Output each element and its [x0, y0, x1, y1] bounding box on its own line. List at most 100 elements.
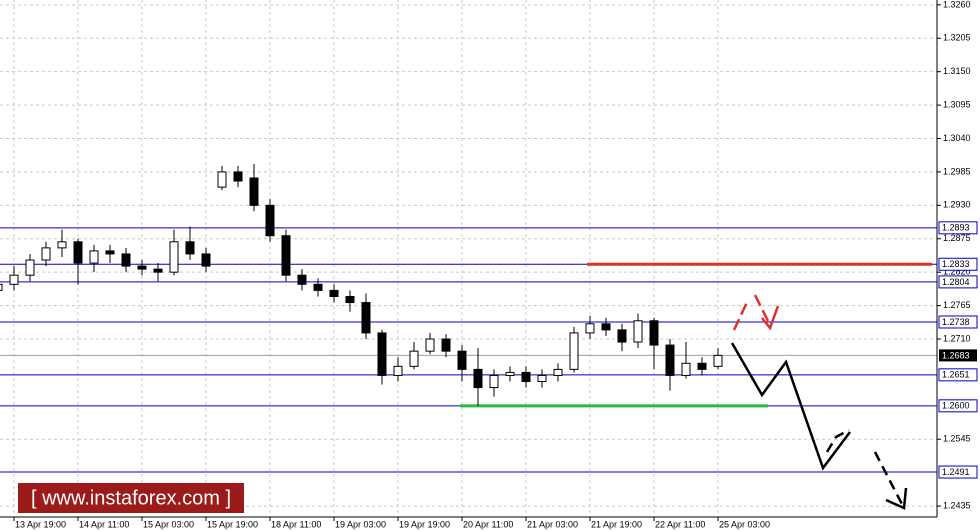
level-label: 1.2804: [942, 277, 970, 287]
candle-body: [457, 350, 467, 370]
level-label-box: [938, 257, 978, 271]
grid: [0, 0, 937, 517]
candle-body: [361, 302, 371, 334]
forecast: [730, 342, 908, 510]
candle-body: [665, 344, 675, 376]
candle-body: [121, 253, 131, 267]
axis-labels: 1.3260 1.3205 1.3150 1.3095 1.3040 1.2985 1.29…: [13, 0, 978, 529]
level-label: 1.2491: [942, 467, 970, 477]
price-label: 1.2683: [942, 350, 970, 360]
price-label-box: [939, 349, 977, 362]
candle-body: [681, 362, 691, 376]
watermark-box: [18, 483, 244, 513]
forecast-dash: [873, 451, 906, 509]
candle-body: [617, 329, 627, 343]
x-tick-label: 25 Apr 03:00: [719, 519, 770, 529]
y-tick-label: 1.2820: [943, 267, 971, 277]
forecast-path: [730, 342, 851, 471]
y-tick-label: 1.2875: [943, 233, 971, 243]
level-label-box: [938, 315, 978, 329]
reversal-arrow: [732, 294, 780, 331]
candle-body: [57, 241, 67, 249]
forecast-arrow: [885, 487, 908, 510]
candle-body: [489, 374, 499, 389]
candle-body: [201, 253, 211, 267]
level-label: 1.2893: [942, 223, 970, 233]
candle-body: [313, 283, 323, 291]
candle-body: [89, 250, 99, 264]
y-tick-label: 1.2545: [943, 434, 971, 444]
candle-body: [521, 371, 531, 383]
candle-body: [153, 268, 163, 273]
watermark: [ www.instaforex.com ]: [31, 487, 231, 509]
y-tick-label: 1.2435: [943, 500, 971, 510]
arrow-down: [753, 294, 772, 326]
levels: [0, 227, 937, 473]
candle-body: [217, 171, 227, 188]
x-tick-label: 21 Apr 19:00: [591, 519, 642, 529]
candle-body: [409, 350, 419, 367]
x-tick-label: 22 Apr 11:00: [655, 519, 705, 529]
candle-body: [345, 295, 355, 304]
candle-body: [425, 338, 435, 352]
x-tick-label: 15 Apr 03:00: [143, 519, 194, 529]
level-label-box: [938, 368, 978, 382]
candle-body: [41, 247, 51, 261]
candle-body: [553, 368, 563, 376]
candle-body: [185, 241, 195, 255]
candle-body: [9, 274, 19, 285]
y-tick-label: 1.2710: [943, 333, 971, 343]
level-label: 1.2600: [942, 401, 970, 411]
candle-body: [281, 235, 291, 276]
candle-body: [601, 323, 611, 331]
level-label-box: [938, 221, 978, 235]
forecast-dash: [825, 428, 850, 453]
level-label: 1.2738: [942, 317, 970, 327]
candle-body: [585, 323, 595, 334]
y-tick-label: 1.3150: [943, 66, 971, 76]
candle-body: [105, 250, 115, 255]
level-label: 1.2833: [942, 259, 970, 269]
y-tick-label: 1.2930: [943, 200, 971, 210]
candle-body: [377, 332, 387, 376]
candle-body: [505, 371, 515, 376]
candle-body: [569, 332, 579, 370]
x-tick-label: 19 Apr 03:00: [335, 519, 386, 529]
x-tick-label: 13 Apr 19:00: [15, 519, 66, 529]
candle-body: [329, 289, 339, 297]
x-tick-label: 20 Apr 11:00: [463, 519, 513, 529]
y-tick-label: 1.2765: [943, 300, 971, 310]
y-tick-label: 1.3205: [943, 33, 971, 43]
candle-body: [265, 204, 275, 237]
candle-body: [0, 283, 3, 291]
x-tick-label: 15 Apr 19:00: [207, 519, 258, 529]
x-tick-label: 18 Apr 11:00: [271, 519, 321, 529]
y-tick-label: 1.3260: [943, 0, 971, 9]
candle-body: [649, 320, 659, 346]
y-tick-label: 1.2985: [943, 166, 971, 176]
candle-body: [249, 177, 259, 206]
x-tick-label: 21 Apr 03:00: [527, 519, 578, 529]
arrow-up: [732, 299, 750, 331]
candle-body: [137, 265, 147, 270]
level-label-box: [938, 275, 978, 289]
level-label: 1.2651: [942, 370, 970, 380]
candle-body: [73, 241, 83, 264]
candle-body: [393, 365, 403, 376]
candle-body: [233, 171, 243, 182]
candle-body: [537, 374, 547, 383]
x-tick-label: 19 Apr 19:00: [399, 519, 450, 529]
y-tick-label: 1.3095: [943, 99, 971, 109]
level-label-box: [938, 399, 978, 413]
arrow-head: [761, 305, 780, 331]
candle-body: [297, 274, 307, 285]
candle-body: [633, 320, 643, 343]
candle-body: [473, 368, 483, 389]
x-tick-label: 14 Apr 11:00: [79, 519, 129, 529]
candles: [0, 164, 723, 406]
level-label-box: [938, 465, 978, 479]
candle-body: [441, 338, 451, 352]
candle-body: [169, 241, 179, 273]
